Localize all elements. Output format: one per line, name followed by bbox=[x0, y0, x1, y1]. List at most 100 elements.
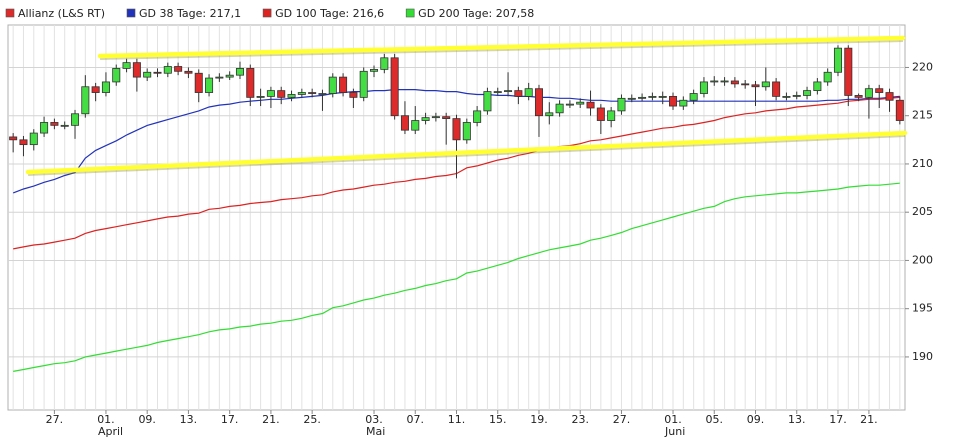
candle-body bbox=[514, 90, 523, 97]
candle-body bbox=[256, 96, 265, 98]
x-tick-label: 01. bbox=[97, 413, 115, 426]
x-tick-label: 09. bbox=[747, 413, 765, 426]
candle-body bbox=[555, 103, 564, 114]
candle-body bbox=[679, 99, 688, 107]
candle-body bbox=[153, 71, 162, 74]
candle-body bbox=[50, 122, 59, 126]
candle-body bbox=[658, 96, 667, 98]
candle-body bbox=[122, 62, 131, 69]
candle-body bbox=[813, 81, 822, 92]
x-tick-label: 21. bbox=[262, 413, 280, 426]
candle-body bbox=[864, 88, 873, 98]
candle-body bbox=[431, 116, 440, 119]
candle-body bbox=[163, 66, 172, 74]
candle-body bbox=[885, 92, 894, 101]
candle-body bbox=[720, 80, 729, 83]
candle-body bbox=[318, 93, 327, 95]
legend-label: GD 200 Tage: 207,58 bbox=[418, 7, 534, 20]
candle-body bbox=[833, 47, 842, 73]
candle-body bbox=[101, 81, 110, 93]
legend-swatch bbox=[405, 8, 415, 18]
legend-label: Allianz (L&S RT) bbox=[18, 7, 105, 20]
candle-body bbox=[895, 99, 904, 121]
candle-body bbox=[823, 71, 832, 83]
candle-body bbox=[648, 96, 657, 98]
candle-body bbox=[803, 90, 812, 96]
candle-body bbox=[844, 47, 853, 96]
x-tick-label: 07. bbox=[407, 413, 425, 426]
candle-body bbox=[400, 115, 409, 131]
candle-body bbox=[710, 80, 719, 83]
candle-body bbox=[741, 83, 750, 86]
legend: Allianz (L&S RT) GD 38 Tage: 217,1 GD 100 … bbox=[5, 7, 534, 20]
candle-body bbox=[266, 90, 275, 97]
candle-body bbox=[277, 90, 286, 98]
month-label: Juni bbox=[664, 425, 685, 438]
candle-body bbox=[504, 90, 513, 93]
x-tick-label: 05. bbox=[706, 413, 724, 426]
candle-body bbox=[473, 110, 482, 123]
candle-body bbox=[297, 92, 306, 95]
trend-line bbox=[97, 35, 906, 59]
candle-body bbox=[699, 81, 708, 94]
y-tick-label: 220 bbox=[912, 60, 933, 73]
candles bbox=[9, 45, 904, 179]
trend-lines bbox=[25, 35, 908, 176]
moving-average-line bbox=[13, 182, 900, 372]
x-tick-label: 17. bbox=[829, 413, 847, 426]
candle-body bbox=[174, 66, 183, 72]
candle-body bbox=[545, 112, 554, 117]
x-tick-label: 27. bbox=[46, 413, 64, 426]
candle-body bbox=[215, 76, 224, 79]
y-tick-label: 190 bbox=[912, 350, 933, 363]
legend-swatch bbox=[5, 8, 15, 18]
candle-body bbox=[730, 80, 739, 85]
x-tick-label: 23. bbox=[571, 413, 589, 426]
candle-body bbox=[751, 84, 760, 88]
candle-body bbox=[91, 86, 100, 93]
legend-swatch bbox=[126, 8, 136, 18]
candle-body bbox=[9, 136, 18, 141]
candle-body bbox=[359, 70, 368, 98]
month-label: Mai bbox=[366, 425, 385, 438]
candle-body bbox=[462, 122, 471, 141]
candle-body bbox=[132, 62, 141, 78]
candle-body bbox=[421, 117, 430, 121]
candle-body bbox=[586, 101, 595, 109]
candle-body bbox=[576, 101, 585, 105]
x-tick-label: 13. bbox=[788, 413, 806, 426]
candle-body bbox=[380, 57, 389, 70]
moving-average-line bbox=[12, 88, 900, 194]
candle-body bbox=[390, 57, 399, 117]
candle-body bbox=[772, 81, 781, 97]
candle-body bbox=[194, 72, 203, 93]
candle-body bbox=[308, 92, 317, 94]
x-tick-label: 17. bbox=[221, 413, 239, 426]
candle-body bbox=[370, 68, 379, 72]
y-tick-label: 210 bbox=[912, 157, 933, 170]
candle-body bbox=[81, 86, 90, 115]
candle-body bbox=[71, 113, 80, 126]
candle-body bbox=[493, 91, 502, 93]
candle-body bbox=[565, 103, 574, 106]
candle-body bbox=[40, 122, 49, 134]
candle-body bbox=[19, 139, 28, 146]
x-tick-label: 13. bbox=[180, 413, 198, 426]
candle-body bbox=[761, 81, 770, 88]
candle-body bbox=[143, 71, 152, 78]
candle-body bbox=[205, 77, 214, 93]
x-tick-label: 19. bbox=[530, 413, 548, 426]
x-tick-label: 03. bbox=[365, 413, 383, 426]
candle-body bbox=[638, 96, 647, 99]
candle-body bbox=[411, 120, 420, 131]
candle-body bbox=[246, 68, 255, 98]
x-tick-label: 15. bbox=[489, 413, 507, 426]
candle-body bbox=[689, 93, 698, 101]
candle-body bbox=[875, 88, 884, 93]
month-label: April bbox=[98, 425, 123, 438]
candle-body bbox=[782, 96, 791, 98]
x-tick-label: 09. bbox=[138, 413, 156, 426]
trend-line bbox=[25, 130, 908, 175]
